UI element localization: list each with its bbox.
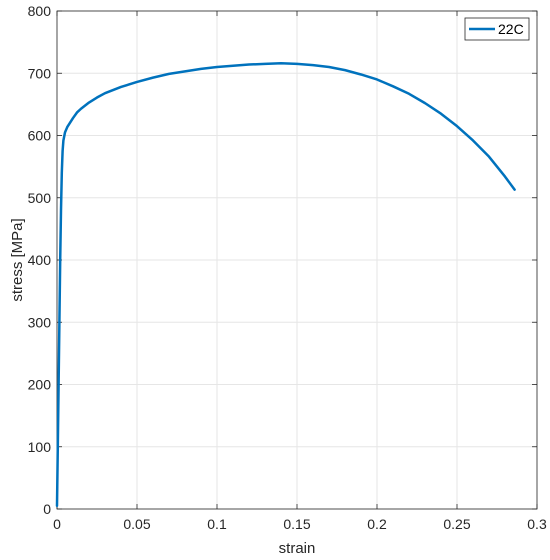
y-axis-label: stress [MPa] [9,218,26,301]
y-tick-label: 300 [28,314,52,330]
legend-box [464,17,530,41]
y-tick-label: 0 [43,501,51,517]
y-tick-label: 800 [28,3,52,19]
x-tick-label: 0.1 [207,516,227,532]
y-tick-label: 600 [28,128,52,144]
tick-labels: 0 0.05 0.1 0.15 0.2 0.25 0.3 0 100 200 300 400 500 60… [28,3,547,532]
x-tick-label: 0.05 [123,516,150,532]
y-tick-label: 400 [28,252,52,268]
y-tick-label: 700 [28,65,52,81]
legend-label-22c: 22C [498,21,524,37]
x-tick-label: 0.3 [527,516,547,532]
x-tick-label: 0.2 [367,516,387,532]
x-tick-label: 0.25 [443,516,470,532]
x-tick-label: 0.15 [283,516,310,532]
y-tick-label: 500 [28,190,52,206]
x-axis-label: strain [279,540,316,557]
legend: 22C [464,17,530,41]
y-tick-label: 200 [28,377,52,393]
x-tick-label: 0 [53,516,61,532]
series-line-22c [55,62,516,508]
y-tick-label: 100 [28,439,52,455]
